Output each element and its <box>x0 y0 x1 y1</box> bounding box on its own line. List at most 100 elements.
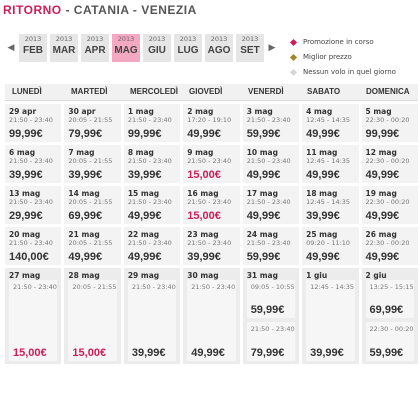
calendar-week: 20 mag 21:50 - 23:40 140,00€ 21 mag 20:05 - … <box>5 227 418 265</box>
day-cell[interactable]: 31 mag 09:05 - 10:55 59,99€ 21:50 - 23:40 79… <box>242 268 300 364</box>
day-cell[interactable]: 4 mag 12:45 - 14:35 49,99€ <box>302 104 359 142</box>
flight-price: 79,99€ <box>68 128 103 140</box>
day-cell[interactable]: 22 mag 21:50 - 23:40 49,99€ <box>123 227 181 265</box>
flight-price: 39,99€ <box>68 169 103 181</box>
day-cell[interactable]: 16 mag 21:50 - 23:40 15,00€ <box>183 186 240 224</box>
day-cell[interactable]: 12 mag 22:30 - 00:20 49,99€ <box>361 145 418 183</box>
flight-price: 39,99€ <box>306 210 340 222</box>
next-month-arrow-icon[interactable]: ▶ <box>268 43 276 53</box>
flight-option[interactable]: 21:50 - 23:40 79,99€ <box>246 322 296 361</box>
day-cell[interactable]: 30 mag 21:50 - 23:40 49,99€ <box>183 268 240 364</box>
day-cell[interactable]: 10 mag 21:50 - 23:40 49,99€ <box>242 145 300 183</box>
flight-option[interactable]: 22:30 - 00:20 59,99€ <box>365 322 414 361</box>
month-tab-mag[interactable]: 2013 MAG <box>112 34 140 62</box>
legend-label: Promozione in corso <box>303 38 374 46</box>
day-cell[interactable]: 5 mag 22:30 - 00:20 99,99€ <box>361 104 418 142</box>
flight-price: 49,99€ <box>365 210 400 222</box>
month-name: APR <box>84 45 106 56</box>
day-date: 29 apr <box>9 107 37 116</box>
month-tab-lug[interactable]: 2013 LUG <box>174 34 202 62</box>
day-cell[interactable]: 18 mag 12:45 - 14:35 39,99€ <box>302 186 359 224</box>
flight-option[interactable]: 09:05 - 10:55 59,99€ <box>246 280 296 318</box>
flight-option[interactable]: 12:45 - 14:35 39,99€ <box>306 280 355 361</box>
day-cell[interactable]: 7 mag 20:05 - 21:55 39,99€ <box>64 145 121 183</box>
flight-price: 39,99€ <box>310 347 344 359</box>
weekday-5: SABATO <box>307 87 341 96</box>
day-cell[interactable]: 24 mag 21:50 - 23:40 59,99€ <box>242 227 300 265</box>
flight-option[interactable]: 21:50 - 23:40 15,00€ <box>9 280 58 361</box>
flight-time: 21:50 - 23:40 <box>127 198 172 206</box>
day-date: 17 mag <box>246 189 278 198</box>
month-name: MAR <box>52 45 76 56</box>
day-cell[interactable]: 29 apr 21:50 - 23:40 99,99€ <box>5 104 62 142</box>
month-tab-feb[interactable]: 2013 FEB <box>19 34 47 62</box>
day-cell[interactable]: 8 mag 21:50 - 23:40 39,99€ <box>123 145 181 183</box>
prev-month-arrow-icon[interactable]: ◀ <box>7 43 15 53</box>
flight-price: 49,99€ <box>127 251 162 263</box>
month-tab-ago[interactable]: 2013 AGO <box>205 34 233 62</box>
flight-option[interactable]: 21:50 - 23:40 49,99€ <box>187 280 236 361</box>
day-cell[interactable]: 9 mag 21:50 - 23:40 15,00€ <box>183 145 240 183</box>
diamond-icon <box>289 68 298 76</box>
flight-price: 79,99€ <box>250 347 285 359</box>
day-cell[interactable]: 23 mag 21:50 - 23:40 39,99€ <box>183 227 240 265</box>
flight-time: 21:50 - 23:40 <box>131 283 176 291</box>
day-cell[interactable]: 3 mag 21:50 - 23:40 59,99€ <box>242 104 300 142</box>
flight-price: 99,99€ <box>365 128 400 140</box>
flight-price: 39,99€ <box>131 347 166 359</box>
day-date: 28 mag <box>68 271 100 280</box>
day-cell[interactable]: 20 mag 21:50 - 23:40 140,00€ <box>5 227 62 265</box>
day-date: 25 mag <box>306 230 338 239</box>
flight-time: 12:45 - 14:35 <box>306 116 351 124</box>
flight-price: 29,99€ <box>9 210 43 222</box>
ritorno-label: RITORNO <box>3 3 62 17</box>
flight-time: 21:50 - 23:40 <box>187 198 232 206</box>
day-date: 31 mag <box>246 271 278 280</box>
flight-option[interactable]: 13:25 - 15:15 69,99€ <box>365 280 414 318</box>
day-date: 1 mag <box>127 107 154 116</box>
day-cell[interactable]: 1 mag 21:50 - 23:40 99,99€ <box>123 104 181 142</box>
day-cell[interactable]: 14 mag 20:05 - 21:55 69,99€ <box>64 186 121 224</box>
flight-price: 49,99€ <box>187 128 221 140</box>
day-cell[interactable]: 15 mag 21:50 - 23:40 49,99€ <box>123 186 181 224</box>
day-cell[interactable]: 6 mag 21:50 - 23:40 39,99€ <box>5 145 62 183</box>
flight-option[interactable]: 21:50 - 23:40 39,99€ <box>127 280 177 361</box>
day-date: 11 mag <box>306 148 338 157</box>
day-cell[interactable]: 19 mag 22:30 - 00:20 49,99€ <box>361 186 418 224</box>
day-cell[interactable]: 11 mag 12:45 - 14:35 49,99€ <box>302 145 359 183</box>
month-tab-set[interactable]: 2013 SET <box>236 34 264 62</box>
month-tab-mar[interactable]: 2013 MAR <box>50 34 78 62</box>
flight-time: 21:50 - 23:40 <box>187 239 232 247</box>
day-cell[interactable]: 2 mag 17:20 - 19:10 49,99€ <box>183 104 240 142</box>
day-cell[interactable]: 2 giu 13:25 - 15:15 69,99€ 22:30 - 00:20 59,… <box>361 268 418 364</box>
day-cell[interactable]: 30 apr 20:05 - 21:55 79,99€ <box>64 104 121 142</box>
day-cell[interactable]: 17 mag 21:50 - 23:40 49,99€ <box>242 186 300 224</box>
month-year: 2013 <box>86 35 104 43</box>
day-cell[interactable]: 27 mag 21:50 - 23:40 15,00€ <box>5 268 62 364</box>
flight-price: 15,00€ <box>72 347 107 359</box>
flight-time: 21:50 - 23:40 <box>187 157 232 165</box>
day-date: 13 mag <box>9 189 41 198</box>
flight-price: 39,99€ <box>127 169 162 181</box>
month-tab-giu[interactable]: 2013 GIU <box>143 34 171 62</box>
month-tab-apr[interactable]: 2013 APR <box>81 34 109 62</box>
month-name: FEB <box>23 45 43 56</box>
day-cell[interactable]: 26 mag 22:30 - 00:20 49,99€ <box>361 227 418 265</box>
day-date: 2 giu <box>365 271 387 280</box>
day-date: 10 mag <box>246 148 278 157</box>
day-cell[interactable]: 1 giu 12:45 - 14:35 39,99€ <box>302 268 359 364</box>
day-cell[interactable]: 28 mag 20:05 - 21:55 15,00€ <box>64 268 121 364</box>
day-cell[interactable]: 29 mag 21:50 - 23:40 39,99€ <box>123 268 181 364</box>
route-label: - CATANIA - VENEZIA <box>61 3 197 17</box>
flight-time: 20:05 - 21:55 <box>68 157 113 165</box>
calendar-week: 6 mag 21:50 - 23:40 39,99€ 7 mag 20:05 - 21:… <box>5 145 418 183</box>
flight-time: 22:30 - 00:20 <box>365 198 410 206</box>
day-date: 15 mag <box>127 189 160 198</box>
day-cell[interactable]: 21 mag 20:05 - 21:55 49,99€ <box>64 227 121 265</box>
flight-price: 59,99€ <box>369 347 404 359</box>
day-cell[interactable]: 13 mag 21:50 - 23:40 29,99€ <box>5 186 62 224</box>
day-cell[interactable]: 25 mag 09:20 - 11:10 49,99€ <box>302 227 359 265</box>
day-date: 27 mag <box>9 271 41 280</box>
flight-option[interactable]: 20:05 - 21:55 15,00€ <box>68 280 117 361</box>
legend: Promozione in corso Miglior prezzo Nessun … <box>288 36 396 81</box>
